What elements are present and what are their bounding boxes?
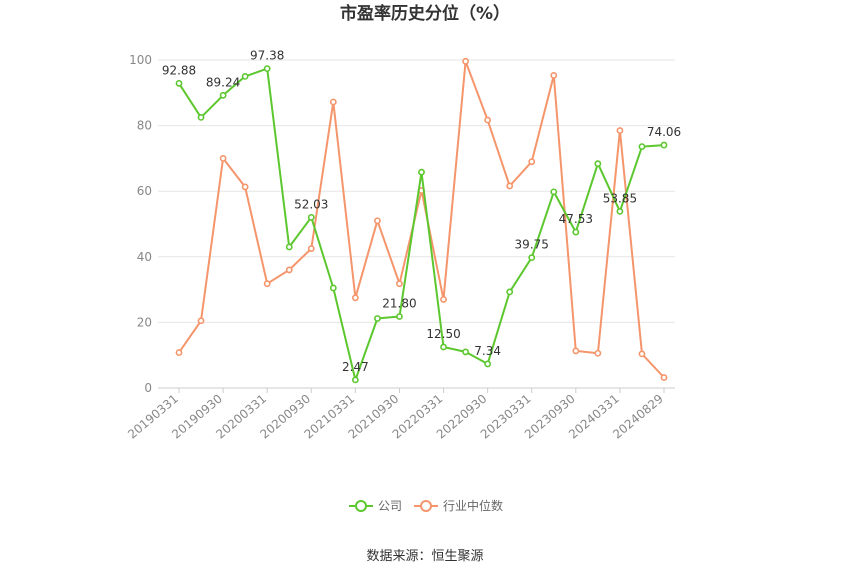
data-point-industry-median — [440, 296, 447, 303]
data-point-industry-median — [263, 280, 271, 288]
legend[interactable]: 公司 行业中位数 — [349, 498, 503, 513]
data-point-industry-median — [594, 349, 602, 357]
data-label: 74.06 — [647, 125, 681, 139]
data-point-company — [241, 73, 249, 80]
data-point-company — [329, 284, 337, 292]
data-point-industry-median — [285, 266, 293, 274]
data-point-company — [506, 288, 514, 296]
data-label: 47.53 — [559, 212, 593, 226]
data-point-industry-median — [462, 57, 469, 65]
data-point-company — [263, 65, 271, 72]
data-point-company — [616, 207, 624, 215]
legend-item-industry-median-marker — [420, 500, 432, 512]
data-point-industry-median — [506, 182, 514, 190]
y-tick-label: 60 — [137, 184, 152, 198]
data-point-industry-median — [307, 245, 315, 252]
data-point-industry-median — [616, 127, 624, 134]
data-point-company — [396, 313, 403, 320]
data-label: 2.47 — [342, 360, 369, 374]
chart-title: 市盈率历史分位（%） — [340, 3, 510, 24]
data-point-company — [197, 114, 205, 121]
data-label: 39.75 — [515, 238, 549, 252]
legend-item-industry-median-label: 行业中位数 — [443, 498, 503, 513]
data-point-industry-median — [550, 72, 558, 79]
data-point-company — [351, 376, 359, 384]
data-point-company — [550, 188, 558, 196]
data-point-company — [638, 143, 646, 150]
y-tick-label: 20 — [137, 315, 152, 329]
data-point-company — [219, 91, 227, 99]
data-point-company — [528, 254, 536, 262]
data-label: 52.03 — [294, 197, 328, 211]
data-point-industry-median — [241, 183, 249, 191]
data-point-industry-median — [374, 217, 381, 225]
data-point-industry-median — [396, 280, 403, 288]
source-text: 数据来源：恒生聚源 — [366, 549, 483, 564]
data-point-industry-median — [219, 154, 227, 162]
data-label-layer: 92.88 89.24 97.38 52.03 2.47 21.80 12.50 7.34 39… — [162, 49, 681, 374]
data-label: 7.34 — [474, 344, 501, 358]
data-label: 21.80 — [382, 296, 416, 310]
data-point-industry-median — [572, 347, 580, 355]
data-point-industry-median — [528, 158, 536, 166]
data-point-industry-median — [660, 374, 668, 381]
y-tick-label: 40 — [137, 250, 152, 264]
data-point-industry-median — [175, 349, 183, 356]
data-point-company — [418, 168, 425, 176]
data-point-company — [572, 228, 580, 236]
data-point-company — [440, 343, 447, 351]
data-point-industry-median — [351, 294, 359, 302]
data-point-company — [307, 213, 315, 221]
data-point-company — [660, 141, 668, 149]
legend-item-company-marker — [355, 500, 367, 512]
data-label: 92.88 — [162, 63, 196, 77]
data-point-industry-median — [638, 350, 646, 358]
data-point-company — [462, 348, 469, 356]
grid-layer — [158, 59, 675, 389]
legend-item-company-label: 公司 — [378, 499, 402, 513]
data-label: 97.38 — [250, 49, 284, 63]
y-tick-label: 0 — [144, 381, 152, 395]
data-point-company — [175, 79, 183, 87]
data-point-industry-median — [197, 317, 205, 325]
data-point-company — [285, 243, 293, 251]
data-label: 89.24 — [206, 75, 240, 89]
data-point-company — [484, 360, 492, 368]
data-point-company — [374, 315, 381, 322]
data-label: 12.50 — [426, 327, 460, 341]
y-tick-label: 80 — [137, 119, 152, 133]
data-point-company — [594, 160, 602, 168]
y-tick-label: 100 — [129, 53, 152, 67]
data-point-industry-median — [329, 98, 337, 106]
series-layer — [175, 57, 668, 384]
data-point-industry-median — [484, 116, 492, 124]
data-label: 53.85 — [603, 191, 637, 205]
